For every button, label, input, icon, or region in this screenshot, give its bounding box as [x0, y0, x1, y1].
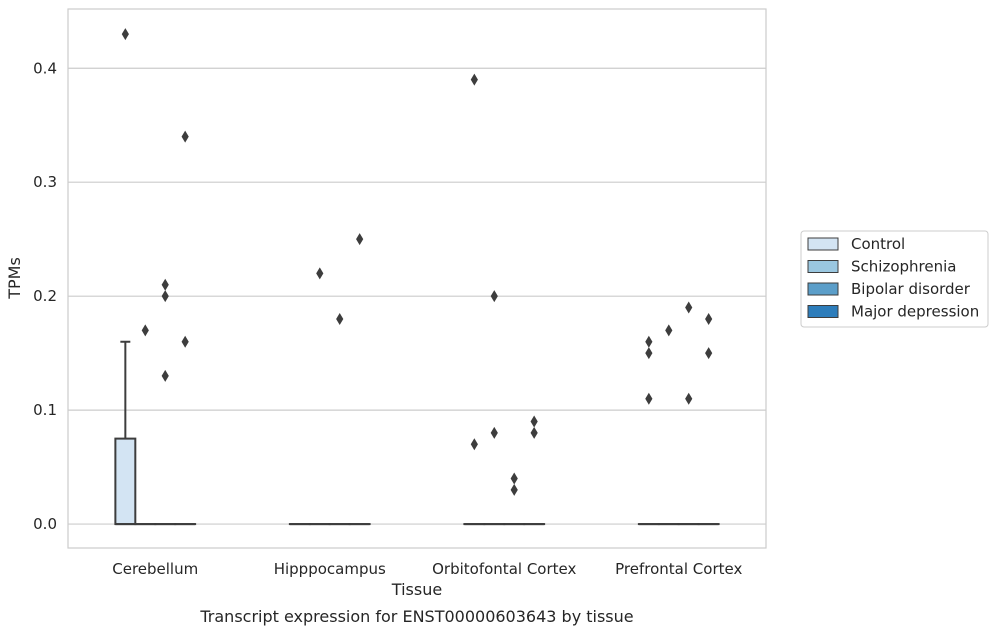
legend-label: Control: [851, 235, 905, 253]
outlier-point: [470, 73, 478, 86]
outlier-point: [645, 335, 653, 348]
outlier-point: [181, 335, 189, 348]
chart-caption: Transcript expression for ENST0000060364…: [199, 607, 633, 626]
legend-swatch: [807, 305, 839, 318]
outlier-point: [530, 415, 538, 428]
outlier-point: [161, 369, 169, 382]
outlier-point: [510, 483, 518, 496]
outlier-point: [490, 426, 498, 439]
x-tick-label: Orbitofontal Cortex: [432, 560, 576, 578]
x-tick-label: Cerebellum: [112, 560, 198, 578]
outlier-point: [645, 392, 653, 405]
y-tick-labels: 0.0 0.1 0.2 0.3 0.4: [33, 59, 57, 533]
outlier-point: [490, 290, 498, 303]
x-axis-title: Tissue: [391, 580, 442, 599]
outlier-point: [645, 347, 653, 360]
legend-label: Major depression: [851, 303, 979, 321]
plot-frame: [67, 8, 767, 549]
y-tick-label: 0.0: [33, 515, 57, 533]
y-tick-label: 0.1: [33, 401, 57, 419]
x-tick-labels: Cerebellum Hipppocampus Orbitofontal Corte…: [112, 560, 742, 578]
outlier-point: [141, 324, 149, 337]
box: [114, 437, 137, 526]
outlier-point: [161, 278, 169, 291]
y-tick-label: 0.4: [33, 59, 57, 77]
outlier-point: [336, 312, 344, 325]
y-tick-label: 0.3: [33, 173, 57, 191]
outlier-point: [510, 472, 518, 485]
legend-swatch: [807, 282, 839, 296]
y-tick-label: 0.2: [33, 287, 57, 305]
legend-swatch: [807, 237, 839, 251]
x-tick-label: Prefrontal Cortex: [615, 560, 742, 578]
box-series: [114, 28, 720, 526]
outlier-point: [161, 290, 169, 303]
legend-label: Schizophrenia: [851, 258, 956, 276]
legend-frame: [800, 230, 989, 328]
outlier-point: [356, 233, 364, 246]
legend-swatch: [807, 260, 839, 273]
outlier-point: [665, 324, 673, 337]
outlier-point: [181, 130, 189, 143]
x-tick-label: Hipppocampus: [274, 560, 386, 578]
outlier-point: [530, 426, 538, 439]
plot-background: [68, 9, 766, 548]
outlier-point: [705, 312, 713, 325]
outlier-point: [685, 301, 693, 314]
y-axis-title: TPMs: [5, 257, 24, 300]
outlier-point: [470, 438, 478, 451]
outlier-point: [121, 28, 129, 41]
outlier-point: [685, 392, 693, 405]
outlier-point: [316, 267, 324, 280]
outlier-point: [705, 347, 713, 360]
legend: Control Schizophrenia Bipolar disorder Majo…: [800, 230, 989, 328]
legend-label: Bipolar disorder: [851, 280, 971, 298]
